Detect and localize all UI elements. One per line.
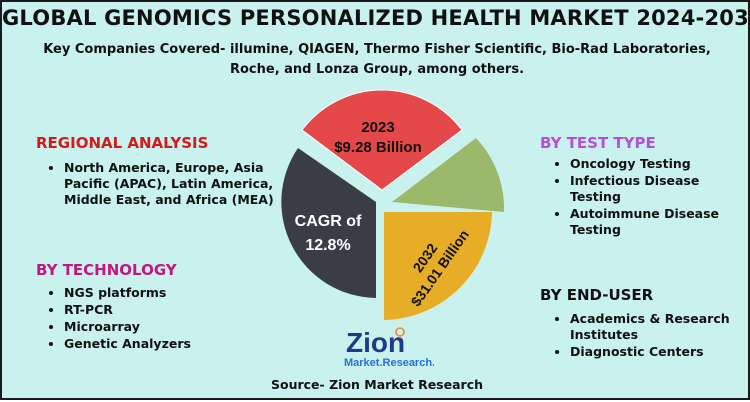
test-type-list: Oncology Testing Infectious Disease Test… bbox=[554, 156, 742, 239]
regional-list: North America, Europe, Asia Pacific (APA… bbox=[48, 160, 274, 209]
technology-list: NGS platforms RT-PCR Microarray Genetic … bbox=[48, 285, 264, 353]
list-item: Oncology Testing bbox=[570, 156, 742, 172]
pie-2023-value: $9.28 Billion bbox=[334, 139, 422, 156]
key-companies-text: Key Companies Covered- illumine, QIAGEN,… bbox=[43, 42, 711, 77]
svg-text:Market.Research.: Market.Research. bbox=[344, 357, 434, 369]
list-item: Infectious Disease Testing bbox=[570, 173, 742, 205]
list-item: RT-PCR bbox=[64, 302, 264, 318]
list-item: Academics & Research Institutes bbox=[570, 311, 750, 343]
list-item: Diagnostic Centers bbox=[570, 344, 750, 360]
pie-2023-year: 2023 bbox=[361, 119, 394, 136]
cagr-label: CAGR of bbox=[295, 213, 362, 230]
test-type-heading: BY TEST TYPE bbox=[540, 134, 656, 152]
list-item: Genetic Analyzers bbox=[64, 336, 264, 352]
pie-slice-cagr bbox=[281, 148, 376, 298]
list-item: Microarray bbox=[64, 319, 264, 335]
regional-analysis-heading: REGIONAL ANALYSIS bbox=[36, 134, 209, 152]
list-item: Autoimmune Disease Testing bbox=[570, 206, 742, 238]
pie-slice-2032 bbox=[384, 212, 492, 320]
pie-slice-green bbox=[392, 138, 505, 212]
source-text: Source- Zion Market Research bbox=[270, 377, 484, 392]
technology-heading: BY TECHNOLOGY bbox=[36, 261, 177, 279]
list-item: North America, Europe, Asia Pacific (APA… bbox=[64, 160, 274, 208]
page-title: GLOBAL GENOMICS PERSONALIZED HEALTH MARK… bbox=[2, 6, 750, 30]
end-user-heading: BY END-USER bbox=[540, 286, 654, 304]
pie-slice-2023 bbox=[301, 89, 463, 191]
end-user-list: Academics & Research Institutes Diagnost… bbox=[554, 311, 750, 361]
cagr-value: 12.8% bbox=[305, 237, 350, 254]
zion-logo: Zion Market.Research. bbox=[344, 327, 434, 369]
list-item: NGS platforms bbox=[64, 285, 264, 301]
